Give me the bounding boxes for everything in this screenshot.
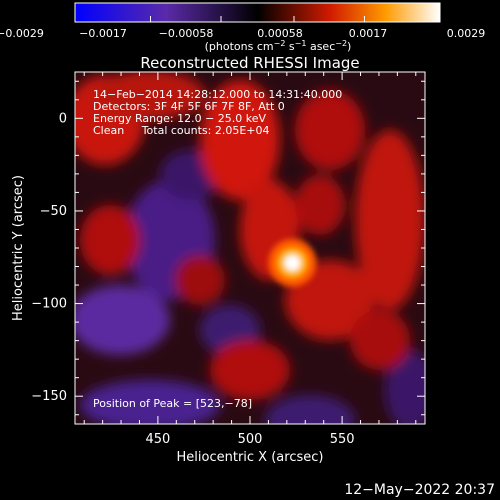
y-tick-label-minus50: −50: [40, 204, 67, 219]
x-tick-label-500: 500: [238, 432, 263, 447]
annotation-peak-position: Position of Peak = [523,−78]: [93, 397, 252, 410]
colorbar-tick-0: −0.0029: [0, 27, 44, 40]
colorbar-tick-5: 0.0029: [447, 27, 486, 40]
y-axis-ticks: [75, 80, 425, 416]
annotation-detectors: Detectors: 3F 4F 5F 6F 7F 8F, Att 0: [93, 100, 285, 113]
y-tick-label-minus150: −150: [31, 389, 67, 404]
footer-timestamp: 12−May−2022 20:37: [344, 482, 495, 498]
y-axis-label: Heliocentric Y (arcsec): [11, 175, 26, 321]
y-tick-label-minus100: −100: [31, 297, 67, 312]
colorbar-unit: (photons cm−2 s−1 asec−2): [205, 39, 352, 53]
colorbar-tick-3: 0.00058: [257, 27, 303, 40]
x-tick-label-550: 550: [330, 432, 355, 447]
colorbar-tick-2: −0.00058: [159, 27, 214, 40]
x-tick-label-450: 450: [145, 432, 170, 447]
x-axis-ticks: [83, 72, 417, 424]
colorbar: [74, 2, 441, 23]
annotation-clean-counts: Clean Total counts: 2.05E+04: [93, 124, 270, 137]
colorbar-tick-4: 0.0017: [349, 27, 388, 40]
annotation-energy-range: Energy Range: 12.0 − 25.0 keV: [93, 112, 267, 125]
colorbar-tick-1: −0.0017: [79, 27, 127, 40]
y-tick-label-0: 0: [59, 111, 67, 126]
x-axis-label: Heliocentric X (arcsec): [177, 450, 324, 465]
chart-title: Reconstructed RHESSI Image: [140, 54, 359, 72]
annotation-time-range: 14−Feb−2014 14:28:12.000 to 14:31:40.000: [93, 88, 342, 101]
colorbar-ticks: [74, 16, 441, 22]
heatmap-image: [75, 72, 425, 424]
